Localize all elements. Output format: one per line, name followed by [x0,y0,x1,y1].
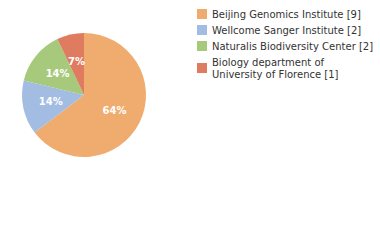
svg-text:Naturalis Biodiversity Center: Naturalis Biodiversity Center [2] [212,41,373,52]
svg-text:Beijing Genomics Institute [9]: Beijing Genomics Institute [9] [212,9,361,20]
svg-text:14%: 14% [46,68,70,79]
svg-text:University of Florence [1]: University of Florence [1] [212,69,339,80]
svg-text:7%: 7% [68,56,85,67]
svg-text:64%: 64% [102,105,126,116]
svg-text:Biology department of: Biology department of [212,57,325,68]
svg-text:14%: 14% [39,96,63,107]
svg-text:Wellcome Sanger Institute [2]: Wellcome Sanger Institute [2] [212,25,361,36]
